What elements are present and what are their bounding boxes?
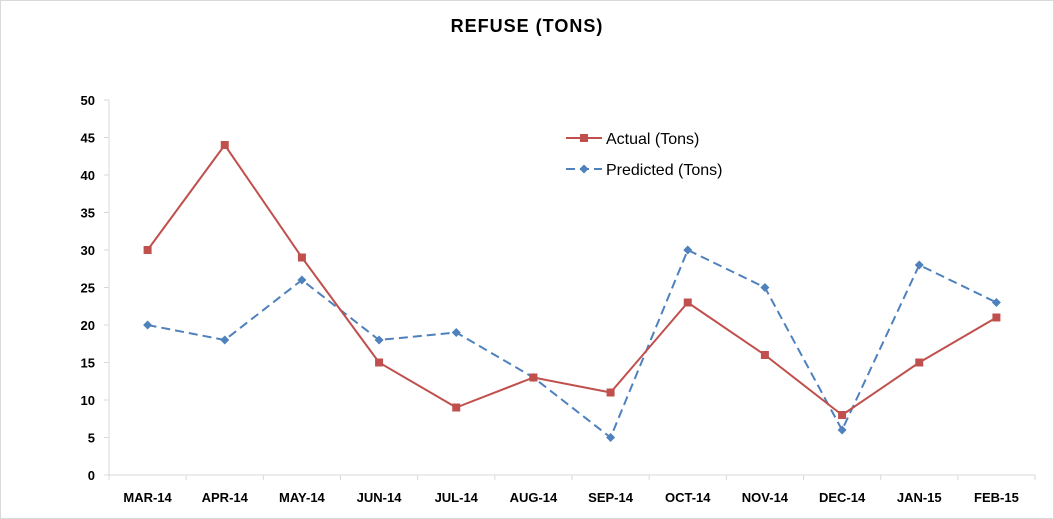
data-point xyxy=(914,260,924,270)
chart-title: REFUSE (TONS) xyxy=(451,16,604,36)
data-point xyxy=(375,358,384,367)
data-point xyxy=(683,245,693,255)
y-tick-label: 10 xyxy=(81,393,95,408)
series-line xyxy=(146,144,997,416)
legend-entry-actual: Actual (Tons) xyxy=(566,131,699,148)
data-point xyxy=(606,388,615,397)
legend-label: Predicted (Tons) xyxy=(606,162,723,179)
data-point xyxy=(529,373,538,382)
legend-entry-predicted: Predicted (Tons) xyxy=(566,162,723,179)
y-tick-label: 0 xyxy=(88,468,95,483)
data-point xyxy=(297,275,307,285)
x-tick-label: SEP-14 xyxy=(588,490,634,505)
series-line xyxy=(147,249,997,439)
x-tick-label: FEB-15 xyxy=(974,490,1019,505)
y-tick-label: 20 xyxy=(81,318,95,333)
data-point xyxy=(606,433,616,442)
y-tick-label: 25 xyxy=(81,281,95,296)
x-tick-label: JUL-14 xyxy=(435,490,479,505)
data-point xyxy=(220,335,230,345)
data-point xyxy=(992,313,1001,322)
data-point xyxy=(374,335,384,345)
series-layer xyxy=(143,141,1001,442)
x-tick-label: NOV-14 xyxy=(742,490,789,505)
x-tick-label: MAR-14 xyxy=(123,490,172,505)
y-tick-label: 35 xyxy=(81,206,95,221)
y-tick-label: 40 xyxy=(81,168,95,183)
series-actual xyxy=(143,141,1001,419)
y-tick-label: 50 xyxy=(81,93,95,108)
series-predicted xyxy=(143,245,1001,442)
data-point xyxy=(760,351,769,359)
legend: Actual (Tons) Predicted (Tons) xyxy=(566,131,723,179)
legend-marker xyxy=(579,164,589,174)
x-tick-label: JAN-15 xyxy=(897,490,942,505)
x-tick-label: OCT-14 xyxy=(665,490,711,505)
data-point xyxy=(991,298,1001,307)
data-point xyxy=(760,283,770,292)
x-tick-label: AUG-14 xyxy=(510,490,558,505)
data-point xyxy=(837,425,847,435)
data-point xyxy=(297,253,306,262)
y-tick-label: 5 xyxy=(88,431,95,446)
data-point xyxy=(838,411,847,419)
data-point xyxy=(143,246,152,254)
x-tick-label: DEC-14 xyxy=(819,490,866,505)
legend-marker xyxy=(580,134,588,142)
data-point xyxy=(452,403,461,412)
data-point xyxy=(915,358,924,367)
axes: 0 5 10 15 20 25 30 35 40 45 50 MAR-14 APR-14 MAY-14 JU… xyxy=(81,93,1036,505)
data-point xyxy=(451,328,461,337)
y-tick-label: 15 xyxy=(81,356,95,371)
data-point xyxy=(143,320,153,330)
x-tick-label: MAY-14 xyxy=(279,490,326,505)
data-point xyxy=(683,298,692,307)
x-tick-label: JUN-14 xyxy=(357,490,403,505)
y-tick-label: 45 xyxy=(81,131,95,146)
y-tick-label: 30 xyxy=(81,243,95,258)
data-point xyxy=(220,141,229,149)
legend-label: Actual (Tons) xyxy=(606,131,699,148)
x-tick-label: APR-14 xyxy=(202,490,249,505)
